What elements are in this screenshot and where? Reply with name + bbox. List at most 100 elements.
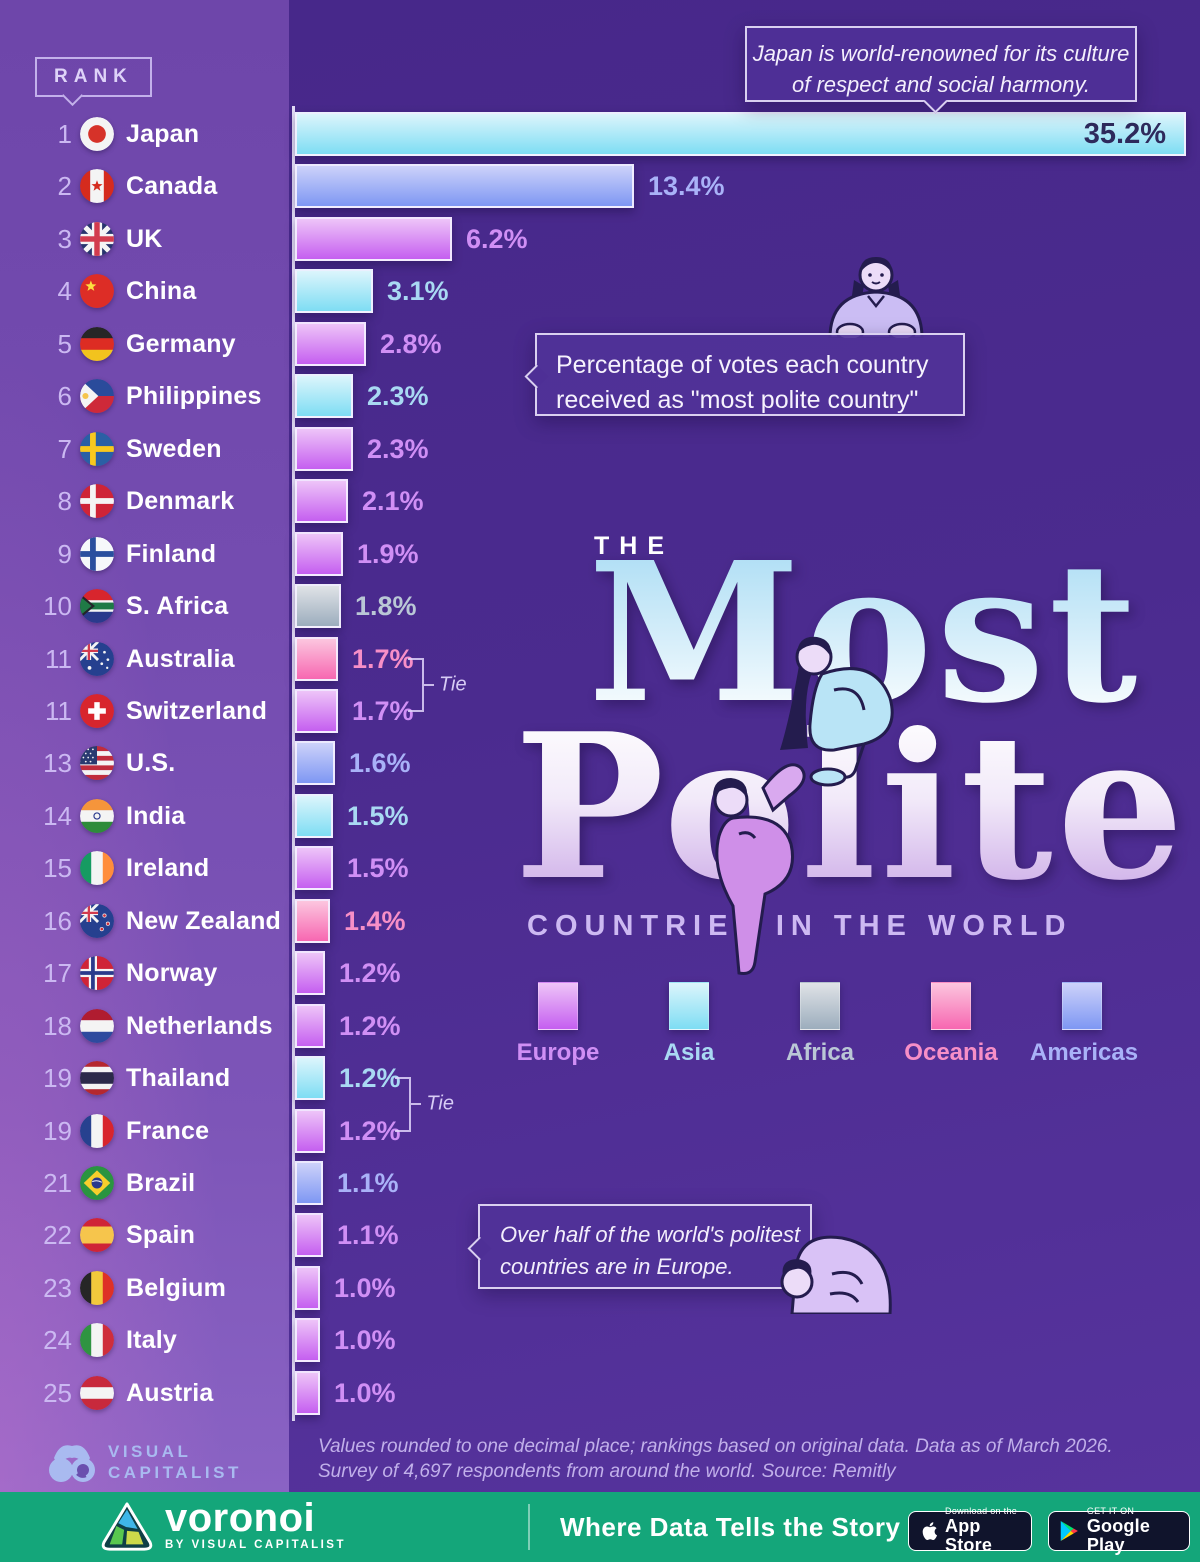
country-name: UK <box>126 224 163 253</box>
country-name: Austria <box>126 1378 214 1407</box>
legend-label: Americas <box>1030 1039 1139 1066</box>
legend-label: Oceania <box>904 1039 998 1066</box>
legend-swatch-oceania <box>931 982 971 1030</box>
bar-value-label: 2.3% <box>367 381 429 412</box>
apple-icon <box>922 1522 938 1540</box>
country-row: 19 France 1.2% <box>0 1108 1200 1157</box>
country-name: Belgium <box>126 1273 227 1302</box>
bar-value-label: 3.1% <box>387 276 449 307</box>
google-play-badge[interactable]: GET IT ON Google Play <box>1048 1506 1190 1554</box>
country-bar <box>295 584 341 629</box>
flag-sweden-icon <box>80 431 114 466</box>
country-row: 15 Ireland 1.5% <box>0 846 1200 894</box>
rank-number: 8 <box>57 486 72 517</box>
rank-number: 25 <box>43 1377 72 1408</box>
country-name: Switzerland <box>126 696 268 725</box>
country-name: Canada <box>126 172 218 201</box>
bar-value-label: 6.2% <box>466 223 528 254</box>
voronoi-wordmark: voronoi BY VISUAL CAPITALIST <box>165 1496 346 1551</box>
country-row: 6 Philippines 2.3% <box>0 374 1200 422</box>
bar-value-label: 1.5% <box>347 853 409 884</box>
country-bar <box>295 1056 325 1101</box>
footnote-line2: Survey of 4,697 respondents from around … <box>318 1461 896 1483</box>
bar-value-label: 35.2% <box>1083 118 1166 150</box>
bar-value-label: 1.2% <box>339 958 401 989</box>
legend-item-africa: Africa <box>768 982 872 1067</box>
country-bar <box>295 636 338 681</box>
country-bar <box>295 216 452 261</box>
country-bar <box>295 846 333 891</box>
bar-value-label: 1.7% <box>352 643 414 674</box>
country-bar <box>295 164 634 209</box>
country-bar <box>295 426 353 471</box>
country-row: 14 India 1.5% <box>0 793 1200 842</box>
flag-uk-icon <box>80 221 114 256</box>
country-name: Thailand <box>126 1064 231 1093</box>
bar-value-label: 2.1% <box>362 486 424 517</box>
country-bar <box>295 898 330 943</box>
rank-number: 6 <box>57 381 72 412</box>
country-bar <box>295 1161 323 1205</box>
bar-value-label: 1.8% <box>355 591 417 622</box>
country-row: 13 U.S. 1.6% <box>0 741 1200 789</box>
flag-australia-icon <box>80 641 114 676</box>
tie-label: Tie <box>439 673 467 696</box>
country-name: Brazil <box>126 1169 196 1197</box>
country-bar <box>295 1108 325 1153</box>
country-name: Australia <box>126 644 235 673</box>
country-name: U.S. <box>126 749 176 778</box>
country-name: New Zealand <box>126 906 282 935</box>
sidebar-background <box>0 0 289 1492</box>
country-name: India <box>126 801 186 830</box>
country-row: 22 Spain 1.1% <box>0 1213 1200 1261</box>
country-name: Spain <box>126 1221 196 1250</box>
bar-value-label: 1.6% <box>349 748 411 779</box>
country-row: 10 S. Africa 1.8% <box>0 584 1200 632</box>
country-name: Netherlands <box>126 1011 273 1040</box>
flag-south-africa-icon <box>80 589 114 624</box>
bar-value-label: 1.4% <box>344 905 406 936</box>
bar-value-label: 1.5% <box>347 800 409 831</box>
country-row: 21 Brazil 1.1% <box>0 1161 1200 1209</box>
rank-number: 15 <box>43 853 72 884</box>
footer-tagline: Where Data Tells the Story <box>560 1512 901 1542</box>
flag-spain-icon <box>80 1218 114 1253</box>
country-bar <box>295 1213 323 1258</box>
country-name: Denmark <box>126 487 235 516</box>
country-row: 7 Sweden 2.3% <box>0 426 1200 475</box>
flag-italy-icon <box>80 1323 114 1358</box>
visual-capitalist-logo-icon <box>49 1445 95 1482</box>
title-kicker: THE <box>594 532 674 561</box>
bar-value-label: 1.0% <box>334 1377 396 1408</box>
country-bar <box>295 112 1186 156</box>
flag-belgium-icon <box>80 1270 114 1305</box>
legend-item-oceania: Oceania <box>899 982 1003 1067</box>
rank-number: 24 <box>43 1325 72 1356</box>
country-name: Finland <box>126 539 217 568</box>
country-name: France <box>126 1116 210 1145</box>
app-store-badge[interactable]: Download on the App Store <box>908 1506 1032 1554</box>
country-bar <box>295 688 338 733</box>
rank-number: 1 <box>57 119 72 149</box>
callout-japan-note: Japan is world-renowned for its culture … <box>745 26 1137 114</box>
country-name: Japan <box>126 120 200 148</box>
country-name: China <box>126 277 197 306</box>
country-row: 8 Denmark 2.1% <box>0 479 1200 527</box>
rank-number: 16 <box>43 905 72 936</box>
footer-divider <box>528 1504 530 1550</box>
flag-france-icon <box>80 1113 114 1148</box>
tie-bracket-line <box>395 1077 410 1080</box>
tie-bracket-line <box>422 657 425 712</box>
country-name: Germany <box>126 329 236 358</box>
country-bar <box>295 531 343 576</box>
rank-number: 9 <box>57 538 72 569</box>
bar-value-label: 1.2% <box>339 1063 401 1094</box>
tie-bracket-line <box>409 1077 412 1132</box>
country-name: Philippines <box>126 382 262 411</box>
legend-swatch-americas <box>1062 982 1102 1030</box>
rank-number: 23 <box>43 1272 72 1303</box>
app-store-badge-label: App Store <box>945 1515 993 1555</box>
country-row: 23 Belgium 1.0% <box>0 1265 1200 1314</box>
flag-norway-icon <box>80 956 114 991</box>
